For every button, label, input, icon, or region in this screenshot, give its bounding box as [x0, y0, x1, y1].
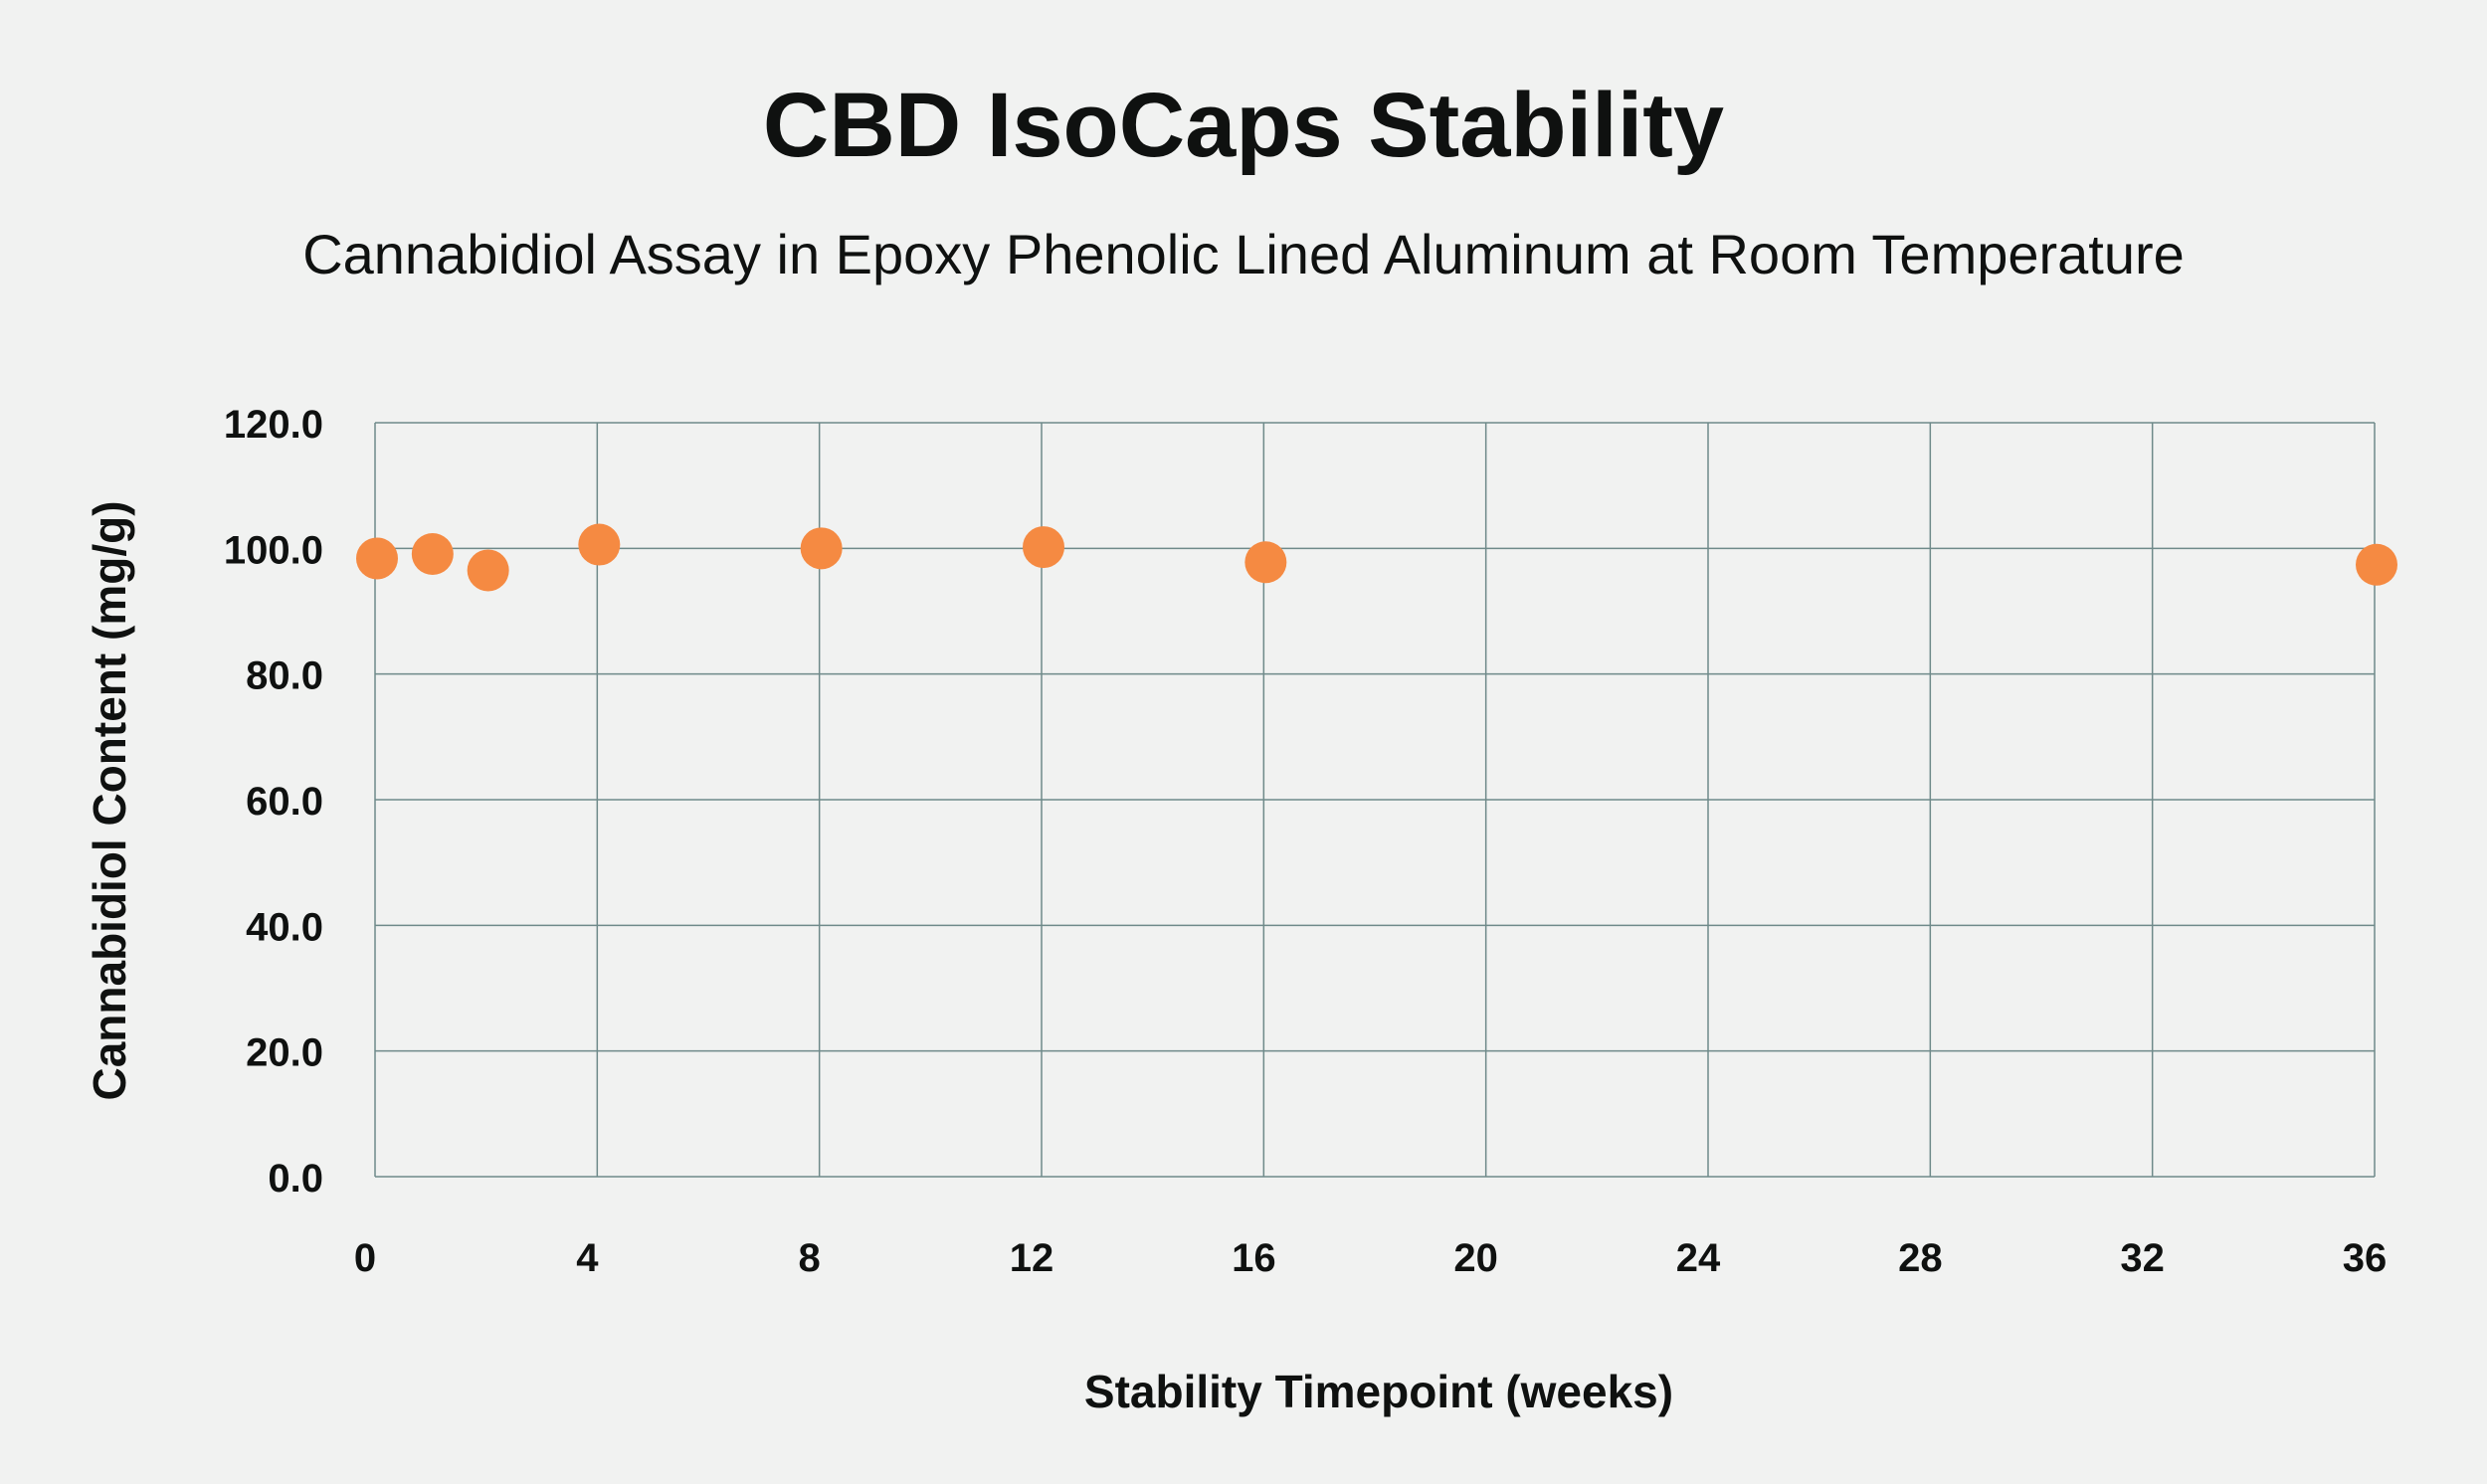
data-points — [356, 523, 2397, 592]
data-point — [578, 523, 621, 566]
data-point — [1244, 541, 1287, 584]
x-tick-label: 4 — [576, 1236, 599, 1280]
data-point — [356, 537, 398, 580]
data-point — [467, 549, 509, 592]
y-axis-label: Cannabidiol Content (mg/g) — [84, 500, 135, 1100]
y-tick-label: 60.0 — [246, 780, 323, 824]
x-tick-label: 12 — [1010, 1236, 1054, 1280]
x-tick-label: 0 — [354, 1236, 376, 1280]
x-tick-label: 32 — [2120, 1236, 2165, 1280]
x-tick-label: 24 — [1676, 1236, 1721, 1280]
y-tick-label: 20.0 — [246, 1031, 323, 1075]
x-tick-label: 36 — [2343, 1236, 2388, 1280]
data-point — [2356, 543, 2397, 586]
data-point — [800, 527, 843, 570]
grid-lines — [374, 422, 2376, 1178]
x-tick-label: 16 — [1232, 1236, 1276, 1280]
x-tick-label: 20 — [1453, 1236, 1498, 1280]
chart-title: CBD IsoCaps Stability — [763, 75, 1724, 176]
data-point — [411, 533, 454, 576]
data-point — [1023, 526, 1064, 569]
x-tick-label: 8 — [799, 1236, 821, 1280]
chart-subtitle: Cannabidiol Assay in Epoxy Phenolic Line… — [302, 223, 2185, 285]
y-tick-label: 0.0 — [268, 1157, 323, 1201]
y-tick-label: 100.0 — [224, 528, 323, 572]
x-tick-label: 28 — [1898, 1236, 1943, 1280]
y-tick-label: 40.0 — [246, 905, 323, 949]
y-tick-label: 120.0 — [224, 403, 323, 447]
y-tick-label: 80.0 — [246, 654, 323, 698]
x-axis-ticks: 0 4 8 12 16 20 24 28 32 36 — [354, 1236, 2387, 1280]
x-axis-label: Stability Timepoint (weeks) — [1084, 1366, 1673, 1417]
y-axis-ticks: 0.0 20.0 40.0 60.0 80.0 100.0 120.0 — [224, 403, 323, 1201]
